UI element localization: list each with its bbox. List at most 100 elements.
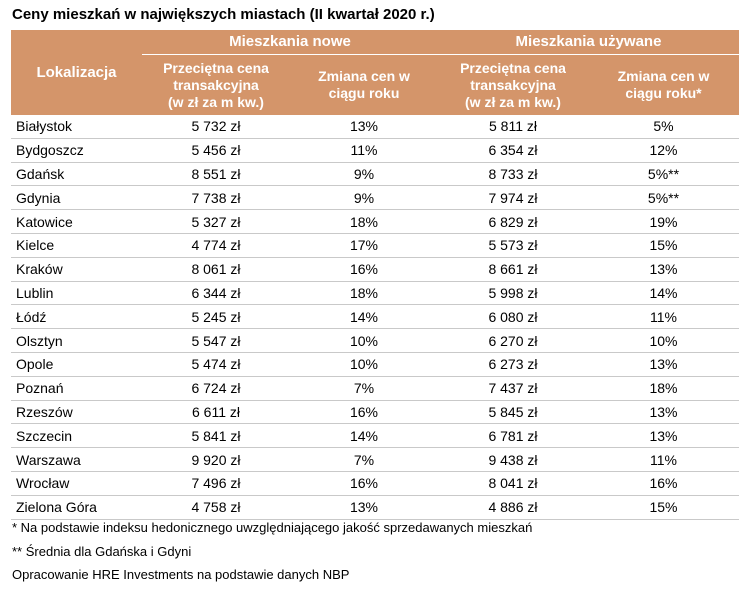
cell-used-price: 9 438 zł (438, 447, 588, 472)
table-row: Gdynia 7 738 zł 9% 7 974 zł 5%** (11, 185, 739, 211)
cell-new-change: 14% (290, 423, 438, 449)
cell-new-change: 14% (290, 304, 438, 330)
cell-new-price: 4 758 zł (142, 495, 290, 520)
cell-city: Bydgoszcz (11, 138, 142, 163)
cell-new-price: 7 738 zł (142, 185, 290, 211)
cell-new-price: 5 327 zł (142, 209, 290, 234)
cell-new-change: 17% (290, 233, 438, 258)
cell-city: Kielce (11, 233, 142, 258)
cell-used-price: 6 270 zł (438, 328, 588, 353)
cell-used-price: 8 733 zł (438, 162, 588, 187)
header-used-change: Zmiana cen w ciągu roku* (588, 54, 739, 115)
cell-new-price: 6 611 zł (142, 400, 290, 425)
header-group-used: Mieszkania używane (438, 30, 739, 55)
cell-new-price: 6 724 zł (142, 376, 290, 401)
cell-used-price: 4 886 zł (438, 495, 588, 520)
price-table: Lokalizacja Mieszkania nowe Mieszkania u… (11, 30, 739, 520)
header-used-change-line2: ciągu roku* (625, 85, 702, 101)
cell-city: Zielona Góra (11, 495, 142, 520)
cell-new-change: 9% (290, 162, 438, 187)
cell-used-change: 10% (588, 328, 739, 353)
cell-new-price: 5 245 zł (142, 304, 290, 330)
cell-used-change: 13% (588, 257, 739, 282)
cell-new-change: 10% (290, 328, 438, 353)
cell-used-change: 5% (588, 115, 739, 139)
cell-new-change: 16% (290, 471, 438, 496)
table-row: Kielce 4 774 zł 17% 5 573 zł 15% (11, 233, 739, 258)
cell-used-price: 6 273 zł (438, 352, 588, 377)
cell-city: Poznań (11, 376, 142, 401)
cell-new-change: 10% (290, 352, 438, 377)
cell-new-price: 9 920 zł (142, 447, 290, 472)
cell-used-change: 19% (588, 209, 739, 234)
table-row: Szczecin 5 841 zł 14% 6 781 zł 13% (11, 423, 739, 449)
table-row: Białystok 5 732 zł 13% 5 811 zł 5% (11, 115, 739, 139)
cell-used-price: 6 354 zł (438, 138, 588, 163)
cell-used-change: 12% (588, 138, 739, 163)
header-new-change-line1: Zmiana cen w (318, 68, 410, 84)
cell-new-price: 6 344 zł (142, 281, 290, 306)
cell-new-price: 5 732 zł (142, 115, 290, 139)
cell-city: Olsztyn (11, 328, 142, 353)
header-new-price-line2: transakcyjna (173, 76, 259, 93)
table-row: Olsztyn 5 547 zł 10% 6 270 zł 10% (11, 328, 739, 353)
cell-used-change: 18% (588, 376, 739, 401)
table-row: Warszawa 9 920 zł 7% 9 438 zł 11% (11, 447, 739, 472)
header-used-price-line3: (w zł za m kw.) (465, 93, 561, 110)
table-row: Katowice 5 327 zł 18% 6 829 zł 19% (11, 209, 739, 234)
cell-used-change: 13% (588, 400, 739, 425)
cell-city: Rzeszów (11, 400, 142, 425)
cell-new-price: 5 456 zł (142, 138, 290, 163)
header-used-price-line2: transakcyjna (470, 76, 556, 93)
cell-used-price: 5 811 zł (438, 115, 588, 139)
cell-city: Warszawa (11, 447, 142, 472)
cell-new-change: 7% (290, 376, 438, 401)
table-row: Wrocław 7 496 zł 16% 8 041 zł 16% (11, 471, 739, 496)
cell-used-change: 13% (588, 352, 739, 377)
cell-new-price: 5 474 zł (142, 352, 290, 377)
header-new-price-line1: Przeciętna cena (163, 59, 269, 76)
cell-new-change: 16% (290, 257, 438, 282)
footnotes: * Na podstawie indeksu hedonicznego uwzg… (12, 516, 532, 587)
cell-new-price: 8 551 zł (142, 162, 290, 187)
table-row: Lublin 6 344 zł 18% 5 998 zł 14% (11, 281, 739, 306)
cell-new-change: 9% (290, 185, 438, 211)
header-group-new: Mieszkania nowe (142, 30, 438, 55)
cell-used-change: 5%** (588, 162, 739, 187)
cell-city: Szczecin (11, 423, 142, 449)
table-row: Poznań 6 724 zł 7% 7 437 zł 18% (11, 376, 739, 401)
cell-city: Gdańsk (11, 162, 142, 187)
header-used-price-line1: Przeciętna cena (460, 59, 566, 76)
cell-used-change: 11% (588, 447, 739, 472)
cell-used-price: 5 573 zł (438, 233, 588, 258)
cell-city: Opole (11, 352, 142, 377)
cell-city: Gdynia (11, 185, 142, 211)
cell-new-price: 8 061 zł (142, 257, 290, 282)
cell-new-price: 7 496 zł (142, 471, 290, 496)
cell-used-change: 15% (588, 495, 739, 520)
footnote-average: ** Średnia dla Gdańska i Gdyni (12, 543, 192, 559)
cell-city: Łódź (11, 304, 142, 330)
cell-used-price: 6 829 zł (438, 209, 588, 234)
cell-used-change: 15% (588, 233, 739, 258)
table-body: Białystok 5 732 zł 13% 5 811 zł 5% Bydgoszcz 5… (11, 115, 739, 520)
cell-new-change: 16% (290, 400, 438, 425)
cell-used-change: 11% (588, 304, 739, 330)
cell-new-price: 4 774 zł (142, 233, 290, 258)
cell-used-change: 14% (588, 281, 739, 306)
cell-used-price: 5 998 zł (438, 281, 588, 306)
cell-new-change: 18% (290, 209, 438, 234)
cell-used-change: 5%** (588, 185, 739, 211)
cell-used-price: 6 781 zł (438, 423, 588, 449)
cell-city: Lublin (11, 281, 142, 306)
cell-new-change: 11% (290, 138, 438, 163)
table-row: Gdańsk 8 551 zł 9% 8 733 zł 5%** (11, 162, 739, 187)
table-row: Zielona Góra 4 758 zł 13% 4 886 zł 15% (11, 495, 739, 520)
header-used-price: Przeciętna cena transakcyjna (w zł za m … (438, 54, 588, 115)
header-new-change-line2: ciągu roku (328, 85, 400, 101)
cell-city: Białystok (11, 115, 142, 139)
table-row: Kraków 8 061 zł 16% 8 661 zł 13% (11, 257, 739, 282)
cell-used-price: 8 041 zł (438, 471, 588, 496)
cell-used-price: 7 437 zł (438, 376, 588, 401)
